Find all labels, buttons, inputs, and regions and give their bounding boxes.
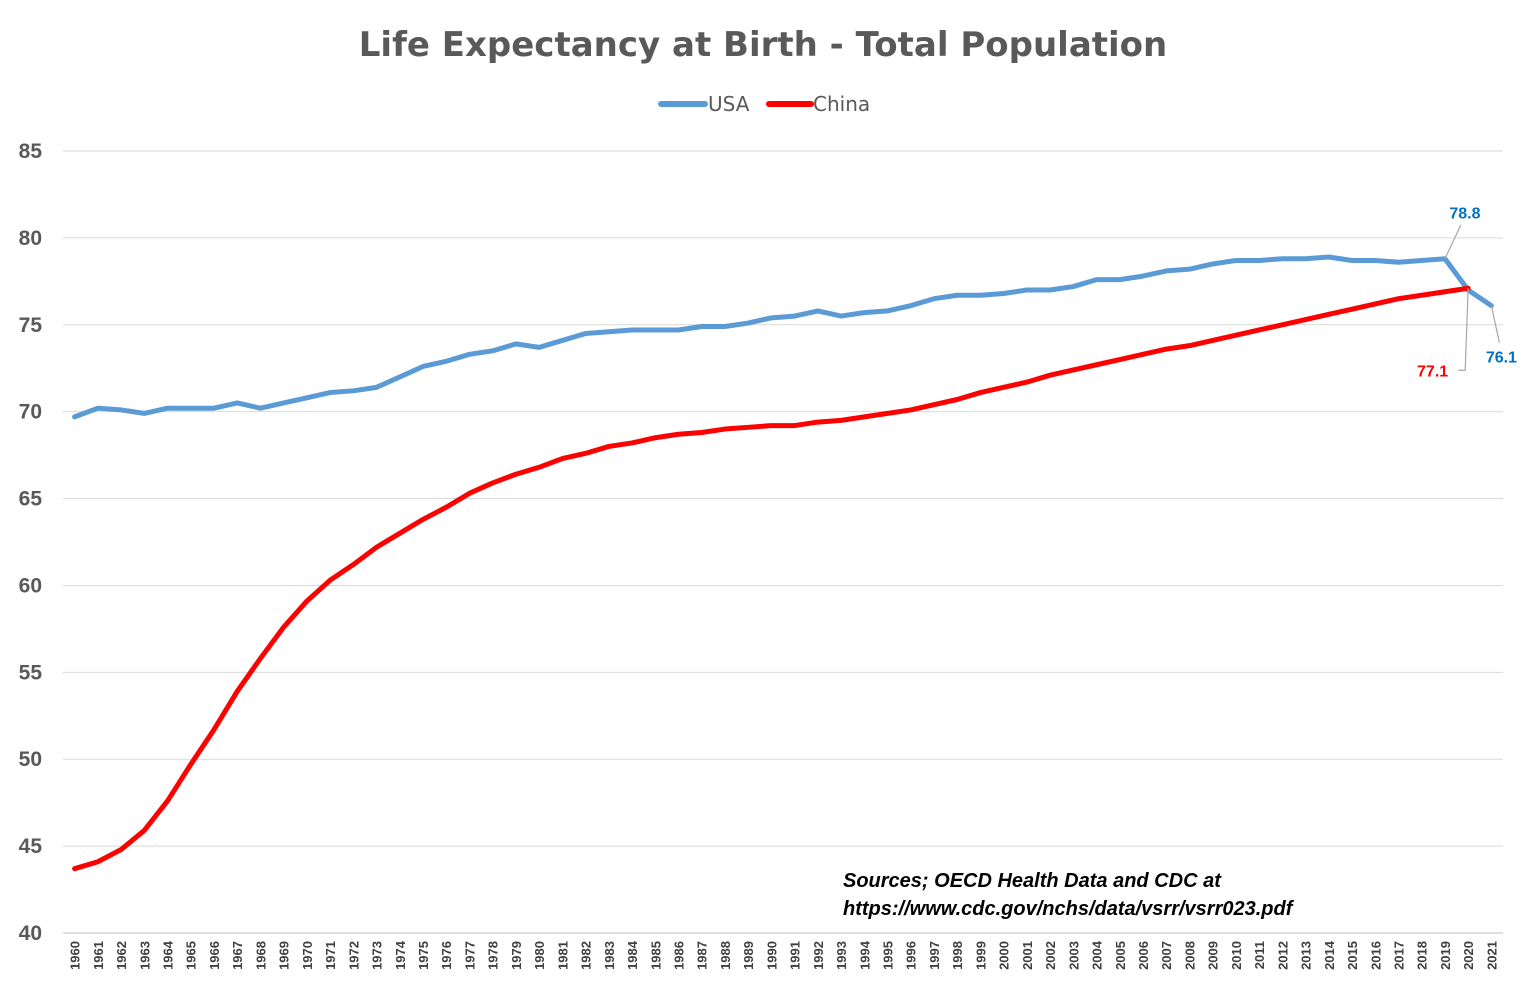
data-label-china-2020: 77.1 xyxy=(1417,363,1448,380)
x-tick-label: 1980 xyxy=(532,941,547,970)
x-tick-label: 2007 xyxy=(1159,941,1174,970)
x-tick-label: 1999 xyxy=(973,941,988,970)
legend: USA China xyxy=(658,92,870,116)
x-tick-label: 1995 xyxy=(881,941,896,970)
series-line-china xyxy=(72,285,1471,872)
x-tick-label: 2010 xyxy=(1229,941,1244,970)
x-tick-label: 2018 xyxy=(1415,941,1430,970)
x-tick-label: 2009 xyxy=(1206,941,1221,970)
x-tick-label: 1981 xyxy=(555,941,570,970)
x-tick-label: 2020 xyxy=(1461,941,1476,970)
x-tick-label: 1967 xyxy=(230,941,245,970)
x-tick-label: 2021 xyxy=(1484,941,1499,970)
x-tick-label: 1971 xyxy=(323,941,338,970)
x-tick-label: 1977 xyxy=(462,941,477,970)
source-line-2: https://www.cdc.gov/nchs/data/vsrr/vsrr0… xyxy=(843,898,1295,920)
x-tick-label: 2013 xyxy=(1299,941,1314,970)
x-tick-label: 1986 xyxy=(671,941,686,970)
x-tick-label: 2006 xyxy=(1136,941,1151,970)
x-tick-label: 2016 xyxy=(1368,941,1383,970)
x-tick-label: 1978 xyxy=(486,941,501,970)
x-tick-label: 1997 xyxy=(927,941,942,970)
x-tick-label: 1963 xyxy=(137,941,152,970)
data-label-usa-2019: 78.8 xyxy=(1449,206,1480,223)
x-tick-label: 2005 xyxy=(1113,941,1128,970)
y-tick-label: 45 xyxy=(19,835,43,858)
x-tick-label: 1972 xyxy=(346,941,361,970)
x-tick-label: 2002 xyxy=(1043,941,1058,970)
x-tick-label: 1998 xyxy=(950,941,965,970)
y-tick-label: 75 xyxy=(19,314,43,337)
x-tick-label: 2004 xyxy=(1090,940,1105,970)
x-tick-label: 1960 xyxy=(68,941,83,970)
x-tick-label: 1966 xyxy=(207,941,222,970)
y-tick-label: 85 xyxy=(19,140,43,163)
chart-title: Life Expectancy at Birth - Total Populat… xyxy=(359,25,1168,65)
leader-line-usa-2021 xyxy=(1490,305,1500,343)
x-tick-label: 1982 xyxy=(579,941,594,970)
legend-label-china: China xyxy=(813,92,870,116)
legend-label-usa: USA xyxy=(708,92,750,116)
leader-line-china-2020 xyxy=(1458,288,1469,371)
y-tick-label: 80 xyxy=(19,227,42,250)
x-tick-label: 2000 xyxy=(997,941,1012,970)
x-tick-label: 1976 xyxy=(439,941,454,970)
x-tick-label: 2014 xyxy=(1322,940,1337,970)
x-tick-label: 1975 xyxy=(416,941,431,970)
x-tick-label: 1984 xyxy=(625,940,640,970)
data-label-usa-2021: 76.1 xyxy=(1486,350,1517,367)
y-tick-label: 50 xyxy=(19,748,42,771)
x-tick-label: 1962 xyxy=(114,941,129,970)
y-axis-ticks: 40 45 50 55 60 65 70 75 80 85 xyxy=(19,140,43,945)
x-tick-label: 2003 xyxy=(1066,941,1081,970)
x-tick-label: 1965 xyxy=(184,941,199,970)
x-tick-label: 1970 xyxy=(300,941,315,970)
x-tick-label: 2008 xyxy=(1182,941,1197,970)
x-tick-label: 1989 xyxy=(741,941,756,970)
source-line-1: Sources; OECD Health Data and CDC at xyxy=(843,870,1222,892)
x-tick-label: 1991 xyxy=(788,941,803,970)
x-tick-label: 1987 xyxy=(695,941,710,970)
x-tick-label: 1993 xyxy=(834,941,849,970)
data-labels: 78.8 77.1 76.1 xyxy=(1417,206,1517,381)
y-tick-label: 65 xyxy=(19,488,43,511)
series-line-usa xyxy=(72,254,1494,420)
x-tick-label: 1990 xyxy=(764,941,779,970)
x-tick-label: 1983 xyxy=(602,941,617,970)
x-tick-label: 1985 xyxy=(648,941,663,970)
x-tick-label: 1994 xyxy=(857,940,872,970)
gridlines xyxy=(63,150,1503,934)
x-tick-label: 1996 xyxy=(904,941,919,970)
y-tick-label: 60 xyxy=(19,574,42,597)
x-tick-label: 2019 xyxy=(1438,941,1453,970)
x-tick-label: 1964 xyxy=(161,940,176,970)
x-tick-label: 1979 xyxy=(509,941,524,970)
x-tick-label: 2017 xyxy=(1391,941,1406,970)
y-tick-label: 70 xyxy=(19,401,42,424)
source-annotation: Sources; OECD Health Data and CDC at htt… xyxy=(843,870,1295,920)
x-tick-label: 2015 xyxy=(1345,941,1360,970)
x-tick-label: 2001 xyxy=(1020,941,1035,970)
x-tick-label: 1961 xyxy=(91,941,106,970)
y-tick-label: 40 xyxy=(19,922,42,945)
leader-line-usa-2019 xyxy=(1444,224,1462,259)
x-axis-ticks: 1960 1961 1962 1963 1964 1965 1966 1967 1968 1969… xyxy=(68,940,1500,970)
y-tick-label: 55 xyxy=(19,661,43,684)
x-tick-label: 1968 xyxy=(253,941,268,970)
x-tick-label: 1973 xyxy=(370,941,385,970)
series-lines xyxy=(72,254,1494,872)
x-tick-label: 1969 xyxy=(277,941,292,970)
x-tick-label: 2011 xyxy=(1252,941,1267,969)
x-tick-label: 2012 xyxy=(1275,941,1290,970)
x-tick-label: 1992 xyxy=(811,941,826,970)
x-tick-label: 1988 xyxy=(718,941,733,970)
x-tick-label: 1974 xyxy=(393,940,408,970)
